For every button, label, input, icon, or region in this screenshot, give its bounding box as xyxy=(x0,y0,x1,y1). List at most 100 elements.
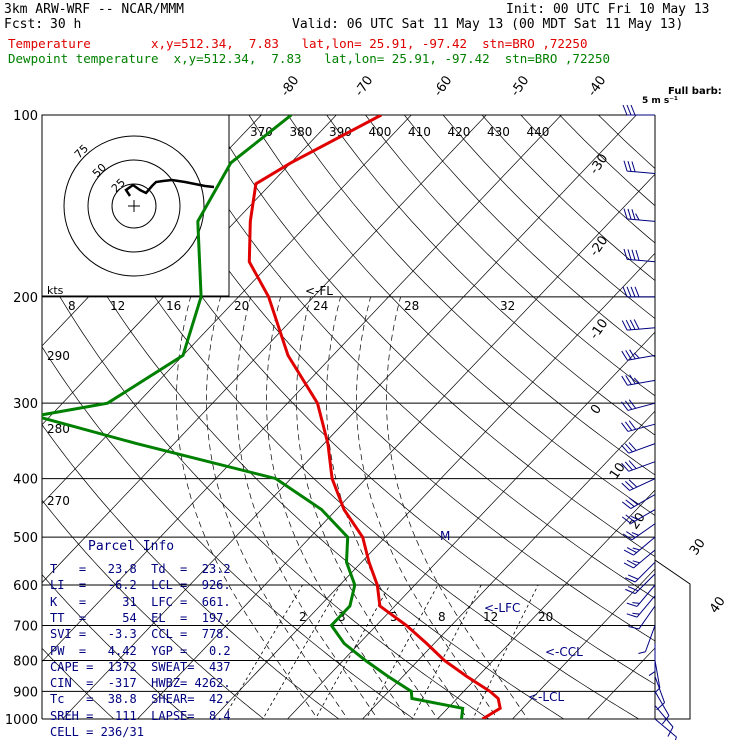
dry-adiabat-label: 280 xyxy=(47,422,70,436)
dry-adiabat xyxy=(93,115,655,685)
mixing-ratio-line xyxy=(314,584,391,719)
parcel-info-row: CELL = 236/31 xyxy=(50,725,144,739)
barb-flag xyxy=(625,481,634,490)
barb-flag xyxy=(632,612,640,615)
barb-flag xyxy=(633,319,640,330)
barb-flag xyxy=(627,160,632,172)
barb-flag xyxy=(626,559,637,566)
barb-flag xyxy=(630,286,636,298)
wind-barb xyxy=(623,549,656,569)
isotherm-label: -60 xyxy=(431,73,455,99)
dry-adiabat xyxy=(42,499,265,719)
mixing-ratio-label: 8 xyxy=(438,610,446,624)
level-marker: M xyxy=(440,529,450,543)
pressure-label-100: 100 xyxy=(13,109,38,124)
dry-adiabat xyxy=(42,264,490,719)
barb-flag xyxy=(626,531,636,538)
barb-flag xyxy=(621,444,630,454)
dry-adiabat xyxy=(171,115,655,599)
isotherm-label: 0 xyxy=(588,402,605,417)
isotherm-label: -70 xyxy=(352,73,376,99)
barb-flag xyxy=(621,320,628,331)
forecast-hours: 30 h xyxy=(50,17,82,32)
theta-e-label: 390 xyxy=(329,125,352,139)
barb-flag xyxy=(631,161,636,172)
barb-flag xyxy=(631,249,636,261)
moist-adiabat xyxy=(266,296,408,719)
hodograph-axis-label: 8 xyxy=(68,299,76,313)
dry-adiabat xyxy=(326,115,655,436)
barb-shaft xyxy=(628,461,656,472)
barb-shaft xyxy=(644,625,656,652)
dry-adiabat xyxy=(42,424,340,719)
barb-flag xyxy=(624,421,633,431)
barb-flag xyxy=(624,461,633,471)
isotherm-label: -10 xyxy=(587,316,611,342)
barb-flag xyxy=(628,479,638,488)
dry-adiabat xyxy=(248,115,655,516)
dry-adiabat-label: 270 xyxy=(47,494,70,508)
wind-barb xyxy=(623,160,656,175)
barb-shaft xyxy=(627,402,656,411)
moist-adiabat xyxy=(176,296,318,719)
hodograph-ring xyxy=(87,159,181,253)
pressure-label-900: 900 xyxy=(13,685,38,700)
parcel-info-row: K = 31 LFC = 661. xyxy=(50,594,231,609)
barb-flag xyxy=(625,319,632,331)
dry-adiabat xyxy=(209,115,655,558)
model-title: 3km ARW-WRF -- NCAR/MMM xyxy=(4,2,185,17)
dry-adiabat xyxy=(442,115,655,319)
barb-flag xyxy=(635,213,640,221)
barb-flag xyxy=(631,532,639,536)
barb-shaft xyxy=(654,691,670,716)
barb-shaft xyxy=(630,509,656,524)
barb-flag xyxy=(630,515,638,520)
wind-barb xyxy=(625,561,656,583)
hodograph-axis-label: 12 xyxy=(110,299,125,313)
wind-barb xyxy=(626,595,656,618)
pressure-label-600: 600 xyxy=(13,579,38,594)
barb-shaft xyxy=(634,573,656,594)
barb-shaft xyxy=(636,584,656,607)
pressure-label-200: 200 xyxy=(13,291,38,306)
temperature-profile xyxy=(247,115,502,719)
barb-flag xyxy=(623,248,628,260)
wind-barb xyxy=(638,625,656,654)
barb-flag xyxy=(629,349,636,360)
parcel-info-title: Parcel Info xyxy=(88,539,175,554)
barb-flag xyxy=(629,374,636,385)
barb-shaft xyxy=(654,676,666,703)
barb-flag xyxy=(628,625,640,630)
barb-flag xyxy=(623,160,628,172)
hodograph-trace xyxy=(124,178,215,197)
barb-flag xyxy=(623,549,634,556)
isotherm-label: 20 xyxy=(627,510,649,532)
barb-shaft xyxy=(627,423,656,432)
dry-adiabat xyxy=(520,115,655,244)
barb-shaft xyxy=(654,705,674,728)
barb-flag xyxy=(638,651,646,654)
dewpoint-profile xyxy=(42,115,465,719)
wind-barb xyxy=(621,420,656,432)
barb-flag xyxy=(625,350,632,360)
barb-shaft xyxy=(627,379,656,386)
moist-adiabat xyxy=(326,296,468,719)
barb-flag xyxy=(622,533,633,541)
pressure-label-1000: 1000 xyxy=(5,713,38,728)
barb-flag xyxy=(635,249,640,261)
barb-shaft xyxy=(634,561,656,583)
moist-adiabat xyxy=(356,296,498,719)
barb-shaft xyxy=(628,443,656,454)
wind-barb xyxy=(654,691,670,725)
barb-flag xyxy=(621,401,629,411)
barb-shaft xyxy=(638,605,656,630)
barb-flag xyxy=(625,588,636,595)
dry-adiabat xyxy=(598,115,655,169)
isotherm xyxy=(42,115,337,426)
barb-flag xyxy=(648,671,656,676)
temperature-legend: Temperature x,y=512.34, 7.83 lat,lon= 25… xyxy=(8,36,588,51)
barb-flag xyxy=(628,460,637,469)
dry-adiabat xyxy=(42,177,565,719)
